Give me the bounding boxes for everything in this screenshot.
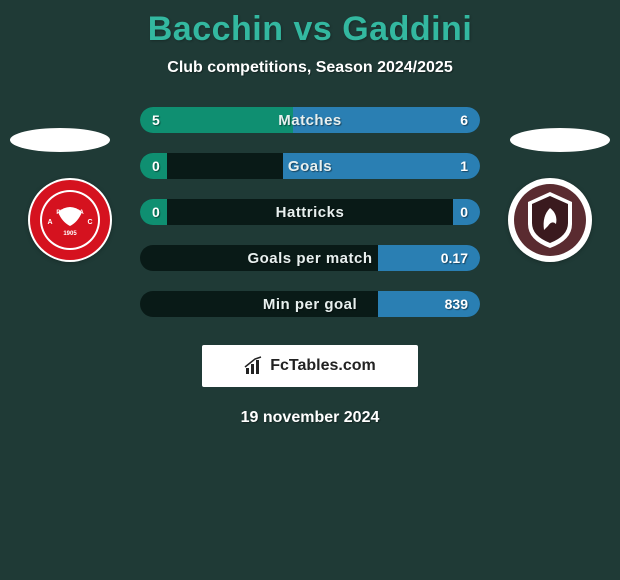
date-text: 19 november 2024: [0, 409, 620, 427]
stat-row: 0Goals1: [140, 153, 480, 179]
stat-value-right: 839: [445, 291, 468, 317]
stat-label: Matches: [140, 107, 480, 133]
stat-label: Goals per match: [140, 245, 480, 271]
stat-value-right: 1: [460, 153, 468, 179]
subtitle: Club competitions, Season 2024/2025: [0, 59, 620, 77]
stats-list: 5Matches60Goals10Hattricks0Goals per mat…: [0, 107, 620, 317]
stat-row: 5Matches6: [140, 107, 480, 133]
stat-row: 0Hattricks0: [140, 199, 480, 225]
stat-label: Min per goal: [140, 291, 480, 317]
bar-chart-icon: [244, 356, 264, 376]
stat-row: Goals per match0.17: [140, 245, 480, 271]
stat-label: Goals: [140, 153, 480, 179]
stat-value-right: 0: [460, 199, 468, 225]
stat-value-right: 6: [460, 107, 468, 133]
stat-value-right: 0.17: [441, 245, 468, 271]
comparison-card: Bacchin vs Gaddini Club competitions, Se…: [0, 0, 620, 580]
brand-text: FcTables.com: [270, 357, 376, 375]
stat-label: Hattricks: [140, 199, 480, 225]
page-title: Bacchin vs Gaddini: [0, 0, 620, 49]
stat-row: Min per goal839: [140, 291, 480, 317]
brand-attribution: FcTables.com: [202, 345, 418, 387]
